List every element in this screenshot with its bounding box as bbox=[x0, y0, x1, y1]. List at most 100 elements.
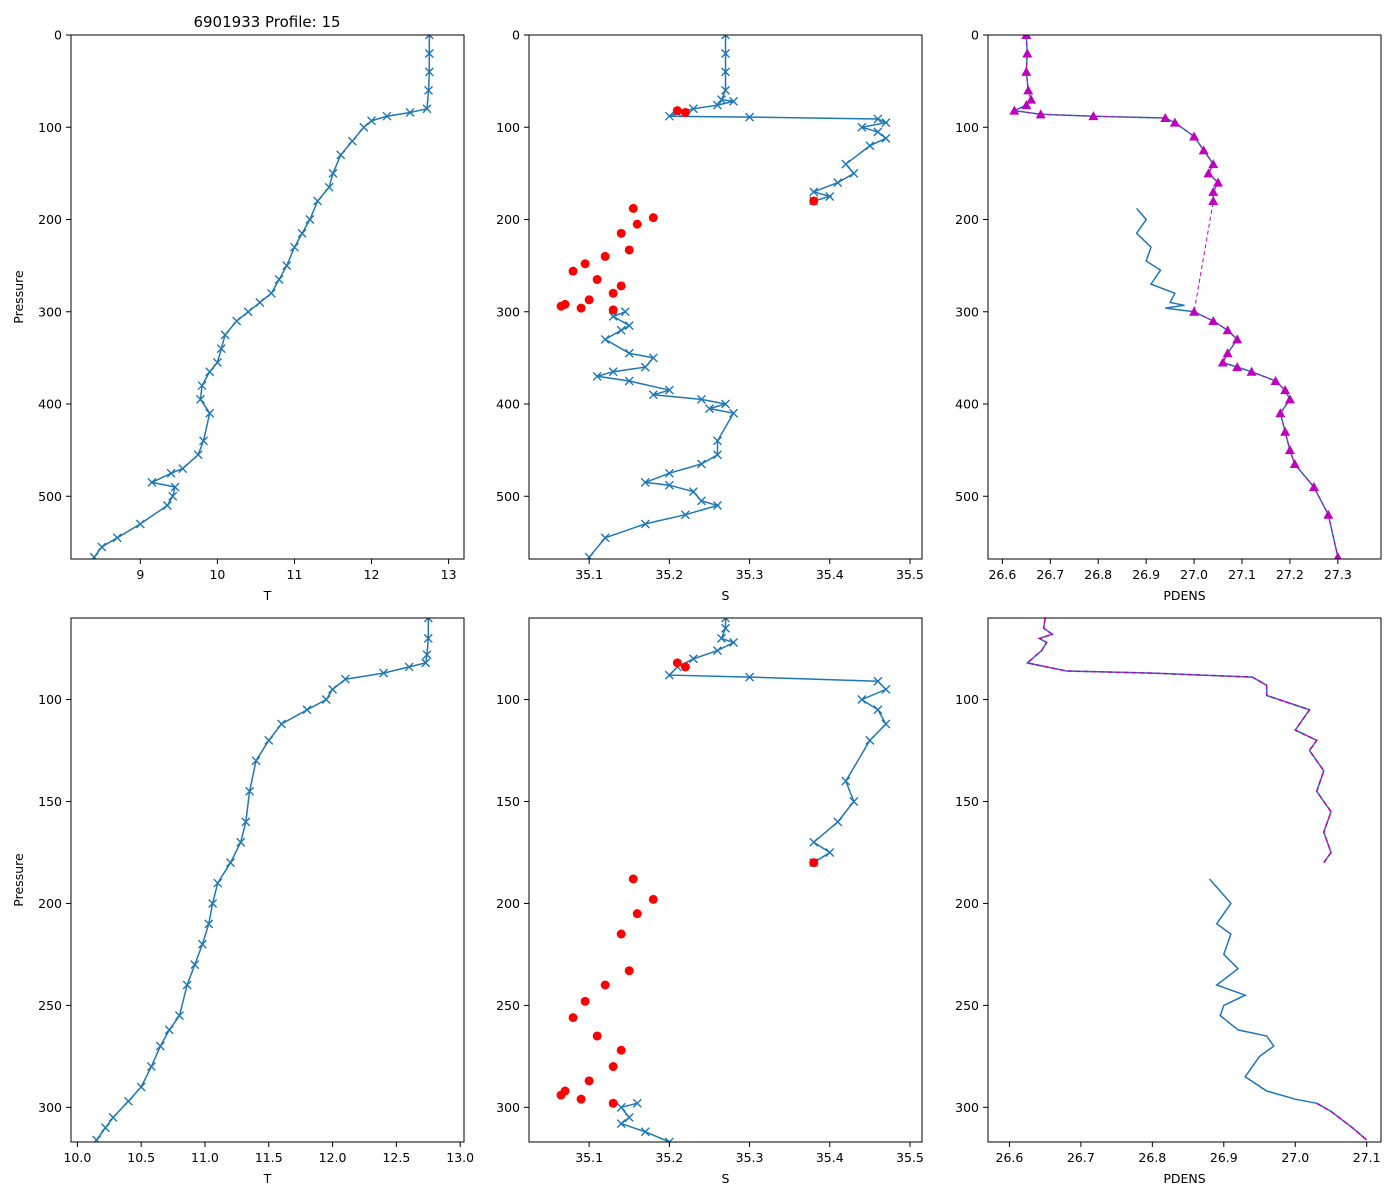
x-tick-label: 35.3 bbox=[736, 567, 764, 582]
x-tick-label: 12.0 bbox=[319, 1150, 347, 1165]
data-point bbox=[243, 307, 253, 317]
flagged-point bbox=[672, 106, 682, 116]
data-point bbox=[166, 468, 176, 478]
y-tick-label: 0 bbox=[512, 28, 520, 43]
data-point bbox=[212, 358, 222, 367]
data-point bbox=[624, 1113, 634, 1123]
data-point bbox=[405, 107, 415, 117]
flagged-point bbox=[648, 894, 658, 904]
data-point bbox=[881, 719, 891, 729]
y-tick-label: 100 bbox=[38, 120, 62, 135]
data-point bbox=[616, 1119, 626, 1129]
data-point bbox=[712, 500, 722, 510]
data-point bbox=[92, 1135, 102, 1142]
flagged-point bbox=[648, 213, 658, 223]
data-point bbox=[302, 705, 312, 715]
data-point bbox=[729, 96, 739, 106]
y-tick-label: 200 bbox=[955, 212, 979, 227]
data-point bbox=[324, 182, 334, 192]
data-point bbox=[833, 817, 843, 827]
y-tick-label: 100 bbox=[496, 120, 520, 135]
y-tick-label: 0 bbox=[971, 28, 979, 43]
data-point bbox=[716, 633, 726, 643]
data-point bbox=[347, 136, 357, 146]
y-tick-label: 400 bbox=[955, 397, 979, 412]
flagged-point bbox=[1021, 100, 1032, 110]
subplot-top-salinity: 35.1 35.2 35.3 35.4 35.5 0 100 200 300 400 500 S bbox=[496, 28, 924, 604]
data-point bbox=[208, 898, 218, 908]
data-point bbox=[584, 552, 594, 559]
x-tick-label: 11.0 bbox=[191, 1150, 219, 1165]
data-point bbox=[197, 381, 207, 391]
data-point bbox=[422, 650, 432, 660]
x-axis-label: S bbox=[722, 588, 730, 603]
data-point bbox=[624, 376, 634, 386]
data-point bbox=[220, 330, 230, 340]
data-point bbox=[404, 662, 414, 672]
flagged-point bbox=[616, 281, 626, 291]
data-point bbox=[640, 362, 650, 372]
y-tick-label: 100 bbox=[955, 120, 979, 135]
x-tick-label: 11.5 bbox=[255, 1150, 283, 1165]
data-point bbox=[865, 735, 875, 745]
data-point bbox=[809, 837, 819, 847]
series-line-S-deep bbox=[588, 311, 735, 558]
data-point bbox=[100, 1123, 110, 1133]
y-tick-label: 200 bbox=[955, 896, 979, 911]
data-point bbox=[89, 552, 99, 559]
flagged-point bbox=[1246, 366, 1257, 376]
x-tick-label: 27.2 bbox=[1276, 567, 1304, 582]
data-point bbox=[600, 533, 610, 543]
flagged-point bbox=[1009, 105, 1020, 115]
data-point bbox=[328, 168, 338, 178]
series-line-T bbox=[95, 618, 430, 1141]
data-point bbox=[664, 468, 674, 478]
data-point bbox=[108, 1113, 118, 1123]
plot-area bbox=[556, 35, 891, 559]
flagged-point bbox=[809, 858, 819, 868]
data-point bbox=[274, 274, 284, 284]
data-point bbox=[205, 408, 215, 418]
flagged-point bbox=[576, 303, 586, 313]
data-point bbox=[721, 618, 730, 623]
data-point bbox=[624, 321, 634, 331]
data-point bbox=[379, 668, 389, 678]
y-tick-label: 300 bbox=[38, 1100, 62, 1115]
y-tick-label: 300 bbox=[496, 304, 520, 319]
data-point bbox=[422, 104, 432, 114]
y-tick-label: 150 bbox=[496, 794, 520, 809]
flagged-point bbox=[1280, 385, 1291, 395]
x-tick-label: 11 bbox=[287, 567, 303, 582]
data-point bbox=[245, 786, 255, 796]
series-line-PDENS-deep bbox=[1193, 311, 1339, 558]
data-point bbox=[873, 114, 883, 124]
data-point bbox=[423, 618, 433, 623]
data-point bbox=[236, 837, 246, 847]
data-point bbox=[155, 1041, 165, 1051]
subplot-top-density: 26.6 26.7 26.8 26.9 27.0 27.1 27.2 27.3 0 100 200 3… bbox=[955, 28, 1382, 603]
data-point bbox=[688, 654, 698, 664]
y-tick-label: 0 bbox=[54, 28, 62, 43]
y-axis-label: Pressure bbox=[11, 853, 26, 907]
y-tick-label: 200 bbox=[496, 212, 520, 227]
data-point bbox=[721, 623, 730, 633]
flagged-point bbox=[600, 251, 610, 261]
flagged-point bbox=[592, 1031, 602, 1041]
data-point bbox=[873, 676, 883, 686]
y-tick-label: 300 bbox=[955, 1100, 979, 1115]
y-tick-label: 500 bbox=[496, 489, 520, 504]
flagged-point bbox=[628, 874, 638, 884]
data-point bbox=[616, 1102, 626, 1112]
flagged-point bbox=[1208, 186, 1219, 196]
data-point bbox=[608, 367, 618, 377]
data-point bbox=[712, 646, 722, 656]
series-line-S bbox=[667, 618, 888, 864]
data-point bbox=[359, 122, 369, 132]
data-point bbox=[174, 1011, 184, 1021]
flagged-point bbox=[809, 196, 819, 206]
data-point bbox=[193, 450, 203, 460]
data-point bbox=[282, 261, 292, 271]
y-tick-label: 250 bbox=[38, 998, 62, 1013]
data-point bbox=[195, 394, 205, 404]
flagged-point bbox=[616, 929, 626, 939]
